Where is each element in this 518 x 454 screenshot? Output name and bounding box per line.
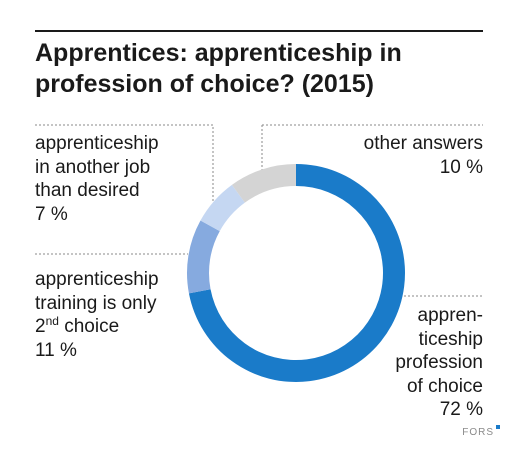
brand-dot-icon: [496, 425, 500, 429]
label-another-job: apprenticeship in another job than desir…: [35, 132, 159, 226]
footer-brand-text: FORS: [462, 427, 494, 438]
label-other-answers: other answers 10 %: [364, 132, 483, 179]
label-profession-value: 72 %: [439, 399, 483, 420]
label-profession-of-choice: appren- ticeship profession of choice 72…: [395, 304, 483, 422]
chart-title-line-1: Apprentices: apprenticeship in: [35, 39, 402, 67]
top-rule: [35, 30, 483, 32]
donut-slice-3: [200, 184, 245, 232]
label-profession-line-2: ticeship: [418, 328, 483, 350]
label-profession-line-3: profession: [395, 352, 483, 373]
label-second-choice-value: 11 %: [35, 339, 77, 361]
label-another-job-line-2: in another job: [35, 156, 151, 178]
label-other-answers-value: 10 %: [439, 156, 483, 178]
leader-lines: [35, 124, 483, 297]
leader-line-1: [35, 124, 214, 212]
label-second-choice-line-1: apprenticeship: [35, 269, 159, 290]
chart-title-line-2: profession of choice? (2015): [35, 70, 374, 98]
label-second-choice: apprenticeship training is only 2nd choi…: [35, 268, 159, 362]
label-profession-line-1: appren-: [417, 305, 484, 326]
footer-brand: FORS: [462, 425, 500, 438]
donut-slice-4: [231, 164, 296, 203]
label-second-choice-rest: choice: [58, 316, 120, 337]
label-another-job-value: 7 %: [35, 203, 68, 225]
donut-slices: [186, 164, 405, 382]
label-other-answers-line-1: other answers: [363, 133, 483, 154]
label-second-choice-line-3: 2nd choice: [35, 315, 159, 339]
label-second-choice-line-2: training is only: [35, 292, 157, 314]
label-another-job-line-1: apprenticeship: [35, 133, 159, 154]
label-second-choice-sup: nd: [45, 314, 59, 328]
label-another-job-line-3: than desired: [35, 180, 140, 201]
label-second-choice-ordinal: 2: [35, 316, 46, 337]
label-profession-line-4: of choice: [406, 375, 483, 397]
donut-slice-2: [186, 220, 220, 294]
chart-title: Apprentices: apprenticeship in professio…: [35, 38, 495, 100]
